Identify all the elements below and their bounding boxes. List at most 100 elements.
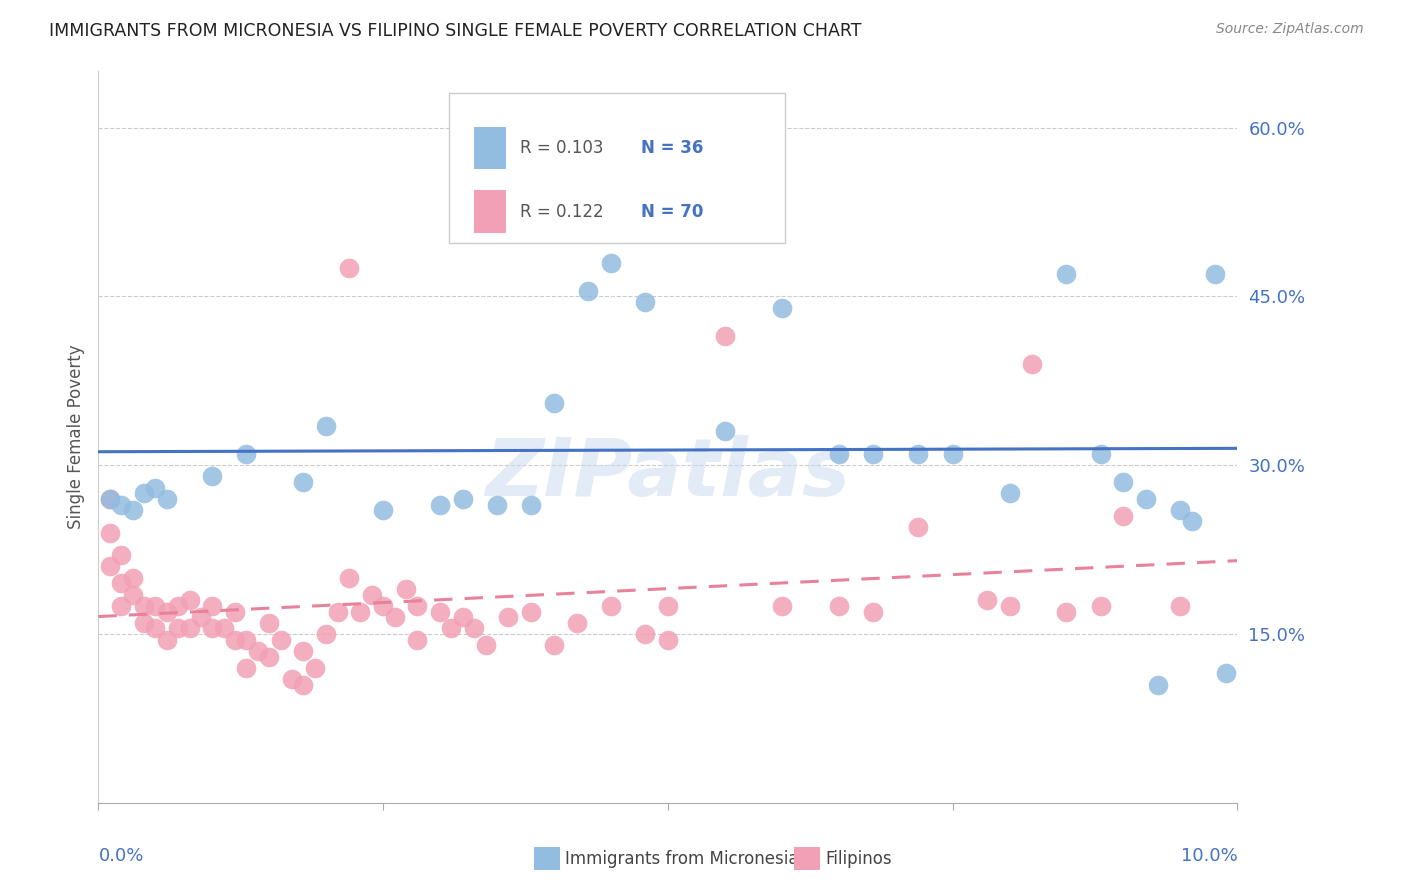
- Point: [337, 261, 360, 276]
- Point: [634, 627, 657, 641]
- Point: [998, 599, 1021, 613]
- Point: [259, 615, 281, 630]
- Point: [1090, 599, 1112, 613]
- Point: [246, 644, 269, 658]
- Point: [179, 593, 201, 607]
- Point: [110, 576, 132, 591]
- Point: [440, 621, 463, 635]
- Point: [212, 621, 235, 635]
- Point: [770, 301, 793, 315]
- Point: [360, 588, 382, 602]
- Point: [907, 447, 929, 461]
- Point: [259, 649, 281, 664]
- Point: [201, 621, 224, 635]
- Point: [292, 644, 315, 658]
- Text: R = 0.122: R = 0.122: [520, 202, 603, 220]
- Point: [110, 498, 132, 512]
- Point: [474, 638, 496, 652]
- Point: [270, 632, 292, 647]
- Point: [486, 498, 509, 512]
- Point: [714, 328, 737, 343]
- Point: [1146, 678, 1168, 692]
- Point: [349, 605, 371, 619]
- Point: [190, 610, 212, 624]
- Point: [406, 632, 429, 647]
- Point: [1112, 508, 1135, 523]
- Point: [98, 559, 121, 574]
- Point: [201, 469, 224, 483]
- Y-axis label: Single Female Poverty: Single Female Poverty: [66, 345, 84, 529]
- Point: [315, 627, 337, 641]
- Point: [145, 481, 167, 495]
- Point: [657, 599, 679, 613]
- Point: [373, 599, 395, 613]
- Point: [179, 621, 201, 635]
- Point: [167, 599, 190, 613]
- Point: [600, 255, 623, 269]
- Point: [543, 638, 565, 652]
- Text: Filipinos: Filipinos: [825, 850, 891, 868]
- Point: [201, 599, 224, 613]
- Point: [828, 599, 851, 613]
- Point: [543, 396, 565, 410]
- Point: [600, 599, 623, 613]
- Point: [132, 486, 155, 500]
- Point: [907, 520, 929, 534]
- Point: [1170, 599, 1192, 613]
- Point: [463, 621, 485, 635]
- Point: [373, 503, 395, 517]
- FancyBboxPatch shape: [474, 127, 506, 169]
- FancyBboxPatch shape: [449, 94, 785, 244]
- Point: [132, 615, 155, 630]
- Point: [429, 498, 451, 512]
- Point: [156, 605, 179, 619]
- Point: [281, 672, 304, 686]
- Point: [657, 632, 679, 647]
- Point: [292, 678, 315, 692]
- Point: [1021, 357, 1043, 371]
- Point: [224, 605, 246, 619]
- Text: ZIPatlas: ZIPatlas: [485, 434, 851, 513]
- FancyBboxPatch shape: [474, 190, 506, 233]
- Point: [235, 447, 257, 461]
- Point: [520, 498, 543, 512]
- Point: [110, 599, 132, 613]
- Point: [110, 548, 132, 562]
- Point: [292, 475, 315, 489]
- Point: [121, 571, 143, 585]
- Point: [406, 599, 429, 613]
- Point: [1181, 515, 1204, 529]
- Point: [1135, 491, 1157, 506]
- Text: Source: ZipAtlas.com: Source: ZipAtlas.com: [1216, 22, 1364, 37]
- Point: [1056, 267, 1078, 281]
- Point: [1204, 267, 1226, 281]
- Point: [132, 599, 155, 613]
- Point: [395, 582, 418, 596]
- Text: R = 0.103: R = 0.103: [520, 139, 603, 157]
- Point: [337, 571, 360, 585]
- Point: [145, 599, 167, 613]
- Point: [429, 605, 451, 619]
- Point: [121, 588, 143, 602]
- Point: [451, 610, 474, 624]
- Point: [828, 447, 851, 461]
- Point: [315, 418, 337, 433]
- Point: [121, 503, 143, 517]
- Point: [862, 605, 884, 619]
- Point: [98, 491, 121, 506]
- Text: IMMIGRANTS FROM MICRONESIA VS FILIPINO SINGLE FEMALE POVERTY CORRELATION CHART: IMMIGRANTS FROM MICRONESIA VS FILIPINO S…: [49, 22, 862, 40]
- Point: [1215, 666, 1237, 681]
- Point: [156, 632, 179, 647]
- Point: [1090, 447, 1112, 461]
- Point: [942, 447, 965, 461]
- Point: [156, 491, 179, 506]
- Point: [224, 632, 246, 647]
- Point: [98, 525, 121, 540]
- Point: [520, 605, 543, 619]
- Point: [304, 661, 326, 675]
- Point: [770, 599, 793, 613]
- Text: Immigrants from Micronesia: Immigrants from Micronesia: [565, 850, 799, 868]
- Point: [498, 610, 520, 624]
- Point: [1056, 605, 1078, 619]
- Text: 10.0%: 10.0%: [1181, 847, 1237, 864]
